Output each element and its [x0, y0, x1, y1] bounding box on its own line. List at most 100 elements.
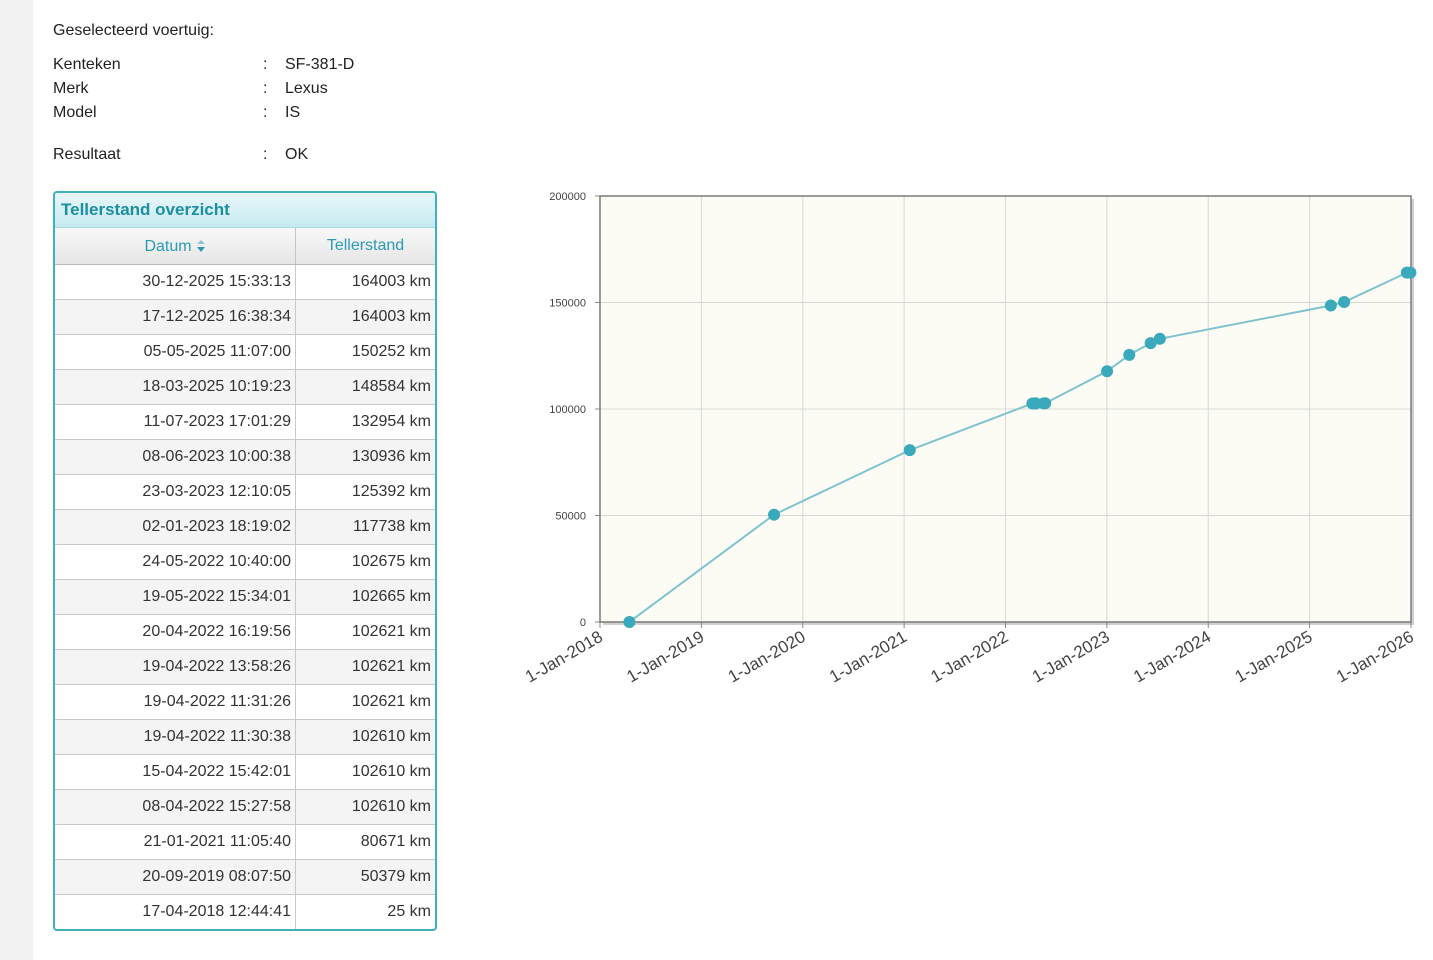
cell-odometer: 148584 km [295, 369, 435, 405]
column-header-tellerstand[interactable]: Tellerstand [295, 228, 435, 265]
table-row: 08-04-2022 15:27:58 102610 km [55, 789, 435, 825]
cell-odometer: 102675 km [295, 544, 435, 580]
info-separator: : [263, 80, 268, 97]
table-header-row: Datum Tellerstand [55, 228, 435, 265]
x-tick-label: 1-Jan-2018 [522, 627, 606, 686]
table-body: 30-12-2025 15:33:13 164003 km 17-12-2025 1… [55, 264, 435, 929]
cell-date: 20-09-2019 08:07:50 [55, 859, 296, 895]
y-tick-label: 150000 [549, 298, 586, 310]
data-point [1153, 332, 1166, 345]
x-tick-label: 1-Jan-2020 [725, 627, 809, 686]
info-value: Lexus [285, 80, 328, 97]
x-tick-label: 1-Jan-2019 [623, 627, 707, 686]
plot-frame [599, 195, 1412, 623]
page-content: Geselecteerd voertuig: Kenteken : SF-381… [33, 0, 1433, 960]
table-row: 20-04-2022 16:19:56 102621 km [55, 614, 435, 650]
x-tick-label: 1-Jan-2023 [1029, 627, 1113, 686]
cell-date: 17-12-2025 16:38:34 [55, 299, 296, 335]
cell-odometer: 164003 km [295, 299, 435, 335]
info-separator: : [263, 104, 268, 121]
table-row: 05-05-2025 11:07:00 150252 km [55, 334, 435, 370]
cell-odometer: 102621 km [295, 614, 435, 650]
info-label: Resultaat [53, 146, 121, 163]
cell-date: 19-04-2022 11:31:26 [55, 684, 296, 720]
info-separator: : [263, 146, 268, 163]
cell-odometer: 102610 km [295, 789, 435, 825]
data-point [1123, 348, 1136, 361]
x-tick-label: 1-Jan-2026 [1333, 627, 1417, 686]
y-tick-label: 200000 [549, 191, 586, 203]
cell-date: 19-04-2022 13:58:26 [55, 649, 296, 685]
cell-odometer: 150252 km [295, 334, 435, 370]
data-point [1324, 299, 1337, 312]
cell-odometer: 164003 km [295, 264, 435, 300]
sort-arrows-icon[interactable] [196, 239, 206, 258]
cell-date: 05-05-2025 11:07:00 [55, 334, 296, 370]
data-point [1039, 397, 1052, 410]
data-point [623, 615, 636, 628]
info-separator: : [263, 56, 268, 73]
vehicle-info: Geselecteerd voertuig: Kenteken : SF-381… [53, 22, 354, 167]
cell-odometer: 102621 km [295, 649, 435, 685]
column-header-label: Tellerstand [326, 237, 405, 254]
data-point [1404, 266, 1417, 279]
cell-odometer: 102665 km [295, 579, 435, 615]
chart-svg: 1-Jan-2018 1-Jan-2019 1-Jan-2020 1-Jan-2021… [522, 191, 1417, 686]
cell-date: 08-06-2023 10:00:38 [55, 439, 296, 475]
x-tick-label: 1-Jan-2021 [826, 627, 910, 686]
table-row: 19-04-2022 13:58:26 102621 km [55, 649, 435, 685]
table-row: 20-09-2019 08:07:50 50379 km [55, 859, 435, 895]
table-row: 21-01-2021 11:05:40 80671 km [55, 824, 435, 860]
cell-date: 23-03-2023 12:10:05 [55, 474, 296, 510]
cell-odometer: 80671 km [295, 824, 435, 860]
table-row: 19-04-2022 11:30:38 102610 km [55, 719, 435, 755]
cell-date: 11-07-2023 17:01:29 [55, 404, 296, 440]
table-row: 18-03-2025 10:19:23 148584 km [55, 369, 435, 405]
info-row-kenteken: Kenteken : SF-381-D [53, 53, 354, 77]
cell-odometer: 25 km [387, 903, 431, 920]
cell-date: 24-05-2022 10:40:00 [55, 544, 296, 580]
info-row-resultaat: Resultaat : OK [53, 143, 354, 167]
table-row: 24-05-2022 10:40:00 102675 km [55, 544, 435, 580]
table-title: Tellerstand overzicht [55, 193, 435, 228]
cell-date: 02-01-2023 18:19:02 [55, 509, 296, 545]
cell-odometer: 132954 km [295, 404, 435, 440]
table-row: 11-07-2023 17:01:29 132954 km [55, 404, 435, 440]
cell-date: 20-04-2022 16:19:56 [55, 614, 296, 650]
cell-odometer: 102621 km [295, 684, 435, 720]
cell-date: 18-03-2025 10:19:23 [55, 369, 296, 405]
cell-odometer: 102610 km [295, 754, 435, 790]
cell-odometer: 102610 km [295, 719, 435, 755]
cell-date: 19-05-2022 15:34:01 [55, 579, 296, 615]
vehicle-heading: Geselecteerd voertuig: [53, 22, 214, 39]
y-tick-label: 100000 [549, 404, 586, 416]
data-point [903, 444, 916, 457]
info-label: Merk [53, 80, 89, 97]
cell-date: 15-04-2022 15:42:01 [55, 754, 296, 790]
table-row: 17-12-2025 16:38:34 164003 km [55, 299, 435, 335]
table-row: 30-12-2025 15:33:13 164003 km [55, 264, 435, 300]
data-point [768, 508, 781, 521]
info-label: Model [53, 104, 97, 121]
cell-odometer: 117738 km [295, 509, 435, 545]
odometer-chart: 1-Jan-2018 1-Jan-2019 1-Jan-2020 1-Jan-2021… [483, 180, 1423, 745]
table-row: 23-03-2023 12:10:05 125392 km [55, 474, 435, 510]
odometer-table-panel: Tellerstand overzicht Datum Tellerstand … [53, 191, 437, 931]
column-header-datum[interactable]: Datum [55, 228, 296, 265]
info-value: SF-381-D [285, 56, 355, 73]
table-row: 15-04-2022 15:42:01 102610 km [55, 754, 435, 790]
table-row: 19-05-2022 15:34:01 102665 km [55, 579, 435, 615]
cell-date: 30-12-2025 15:33:13 [55, 264, 296, 300]
data-point [1338, 295, 1351, 308]
result-value: OK [285, 146, 309, 163]
cell-odometer: 125392 km [295, 474, 435, 510]
cell-odometer: 50379 km [295, 859, 435, 895]
y-tick-label: 50000 [555, 511, 586, 523]
cell-odometer: 130936 km [295, 439, 435, 475]
y-tick-label: 0 [580, 617, 586, 629]
table-row: 08-06-2023 10:00:38 130936 km [55, 439, 435, 475]
column-header-label: Datum [144, 237, 192, 255]
table-row: 17-04-2018 12:44:41 25 km [55, 894, 435, 929]
odometer-table: Datum Tellerstand 30-12-2025 15:33:13 164… [55, 228, 435, 929]
table-row: 02-01-2023 18:19:02 117738 km [55, 509, 435, 545]
